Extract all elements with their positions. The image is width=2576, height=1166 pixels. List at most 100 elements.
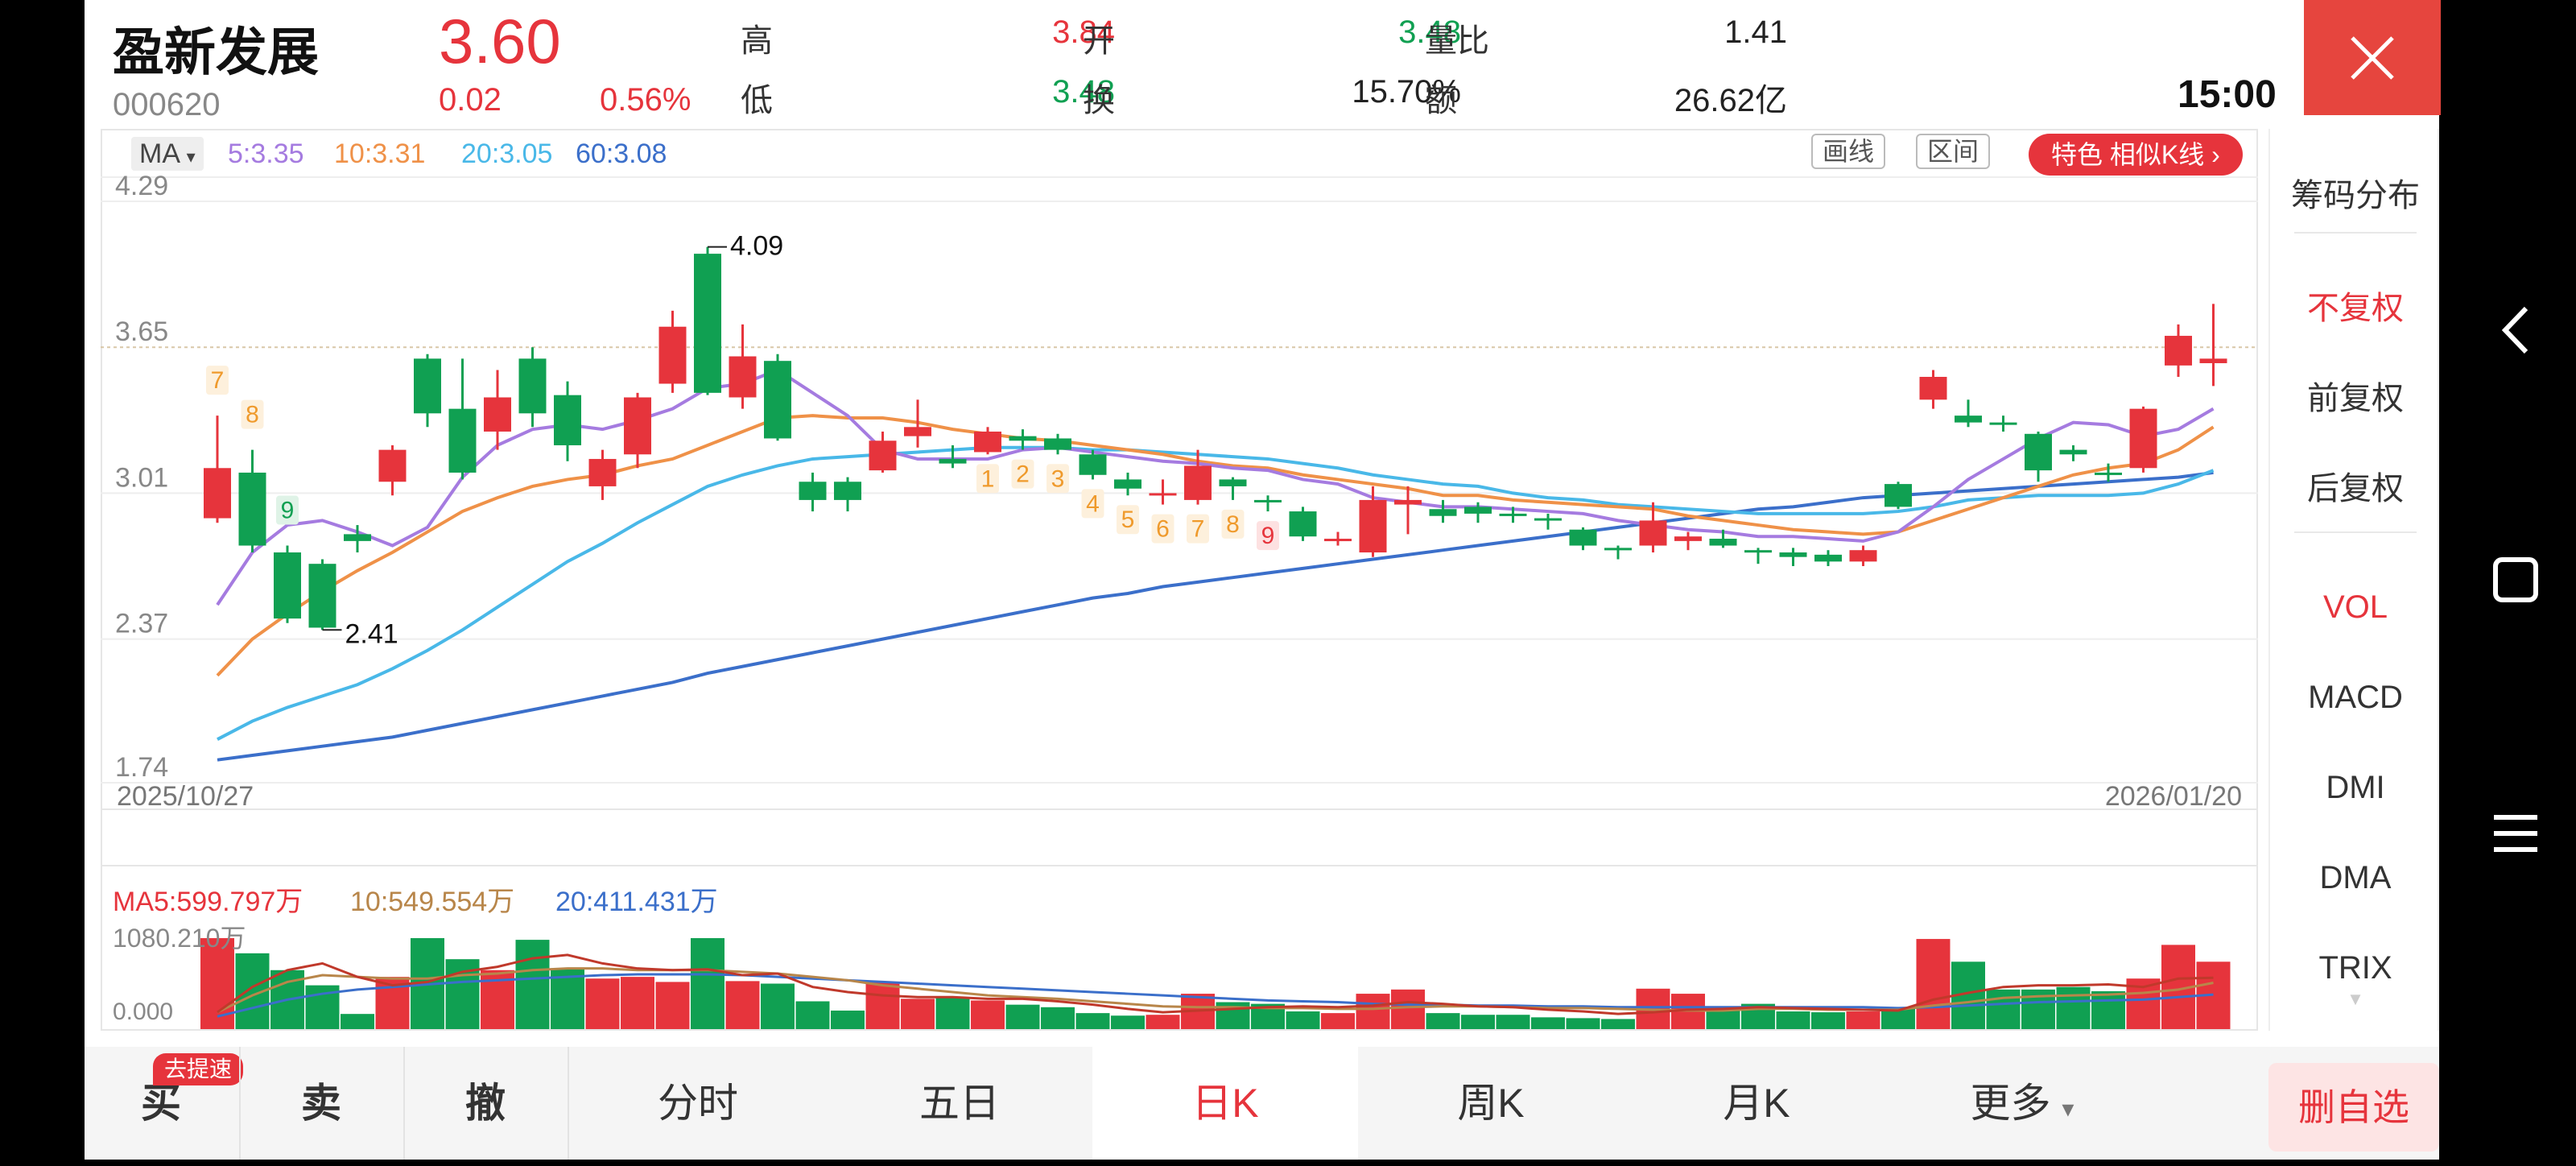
volume-bar [1777, 1011, 1810, 1029]
divider [2294, 531, 2417, 533]
candle-body [729, 357, 757, 398]
indicator-macd[interactable]: MACD [2270, 680, 2441, 716]
low-annotation: 2.41 [345, 618, 398, 649]
ma5-line [217, 370, 2214, 606]
td-label: 8 [246, 402, 259, 428]
x-end-label: 2026/01/20 [2105, 781, 2242, 812]
candle-body [484, 397, 511, 431]
candle-body [1324, 539, 1352, 541]
divider [2294, 232, 2417, 234]
candle-body [1394, 500, 1422, 505]
candles [204, 247, 2227, 631]
backward-adjust-option[interactable]: 后复权 [2270, 462, 2441, 509]
y-tick-label: 1.74 [115, 752, 168, 783]
tab-intraday[interactable]: 分时 [569, 1047, 827, 1160]
volume-bar [1076, 1013, 1110, 1029]
vol-ma20-label: 20:411.431万 [555, 879, 718, 919]
ma-lines [217, 370, 2214, 760]
candle-body [589, 459, 617, 486]
sell-button[interactable]: 卖 [241, 1047, 402, 1160]
volume-bar [1917, 939, 1951, 1029]
volume-bar [901, 999, 935, 1029]
volume-bar [831, 1011, 865, 1029]
speed-up-badge[interactable]: 去提速 [153, 1053, 243, 1085]
volume-bar [586, 978, 620, 1029]
candle-body [974, 432, 1001, 452]
volume-bar [1146, 1015, 1180, 1029]
td-label: 2 [1016, 461, 1030, 488]
indicator-vol[interactable]: VOL [2270, 589, 2441, 626]
candle-body [1114, 479, 1141, 488]
vol-ma10-label: 10:549.554万 [350, 879, 514, 919]
candle-body [939, 459, 967, 464]
candle-body [1710, 539, 1737, 545]
volume-bar [1567, 1018, 1600, 1029]
volume-bar [1707, 1009, 1740, 1029]
candle-body [379, 450, 407, 482]
candle-body [1850, 550, 1877, 561]
candle-body [1184, 465, 1212, 499]
candle-body [624, 397, 651, 454]
volume-chart [200, 938, 2231, 1029]
candle-body [414, 358, 441, 413]
candle-body [1254, 500, 1282, 502]
indicator-dma[interactable]: DMA [2270, 860, 2441, 896]
volume-bar [1111, 1015, 1145, 1029]
candle-body [799, 482, 827, 500]
back-nav-icon[interactable] [2479, 294, 2552, 366]
volume-bar [691, 938, 724, 1029]
candle-body [1955, 416, 1982, 422]
tab-five-day[interactable]: 五日 [827, 1047, 1092, 1160]
volume-bar [1286, 1011, 1320, 1029]
no-adjust-option[interactable]: 不复权 [2270, 282, 2441, 329]
candle-body [1814, 555, 1842, 561]
scroll-down-icon: ▼ [2270, 989, 2441, 1010]
candle-body [1604, 548, 1632, 550]
tab-weekly-k[interactable]: 周K [1358, 1047, 1624, 1160]
indicator-trix[interactable]: TRIX [2270, 950, 2441, 986]
candle-body [869, 440, 897, 470]
cancel-order-button[interactable]: 撤 [405, 1047, 566, 1160]
candle-body [554, 395, 581, 445]
chip-distribution-tab[interactable]: 筹码分布 [2270, 169, 2441, 216]
candle-body [1150, 493, 1177, 495]
candle-body [1500, 514, 1527, 516]
candle-body [834, 482, 861, 500]
vol-ma5-label: MA5:599.797万 [113, 879, 303, 919]
y-tick-label: 2.37 [115, 609, 168, 639]
candle-body [1044, 438, 1071, 449]
candle-body [1534, 519, 1562, 521]
candle-body [2025, 434, 2052, 470]
tab-more[interactable]: 更多 ▾ [1889, 1047, 2155, 1160]
td-label: 1 [981, 465, 995, 492]
candle-body [2165, 336, 2192, 366]
stock-detail-screen: 盈新发展 000620 3.60 0.02 0.56% 高 3.84 开 3.4… [85, 0, 2439, 1160]
recents-nav-icon[interactable] [2479, 797, 2552, 870]
buy-label: 买 [141, 1081, 181, 1126]
volume-bar [621, 977, 654, 1029]
volume-bar [2057, 987, 2091, 1029]
candle-body [1780, 552, 1807, 557]
volume-bar [726, 981, 760, 1029]
candle-body [764, 361, 791, 438]
volume-bar [656, 982, 690, 1029]
indicator-dmi[interactable]: DMI [2270, 770, 2441, 806]
td-label: 3 [1051, 465, 1065, 492]
candle-body [204, 468, 231, 518]
tab-monthly-k[interactable]: 月K [1624, 1047, 1889, 1160]
volume-bar [936, 997, 970, 1029]
home-nav-icon[interactable] [2479, 544, 2552, 616]
volume-bar [1811, 1012, 1845, 1029]
remove-favorite-button[interactable]: 删自选 [2268, 1063, 2439, 1152]
candle-body [1290, 511, 1317, 536]
y-tick-label: 3.65 [115, 316, 168, 347]
forward-adjust-option[interactable]: 前复权 [2270, 372, 2441, 419]
td-label: 4 [1086, 490, 1100, 517]
candle-body [2095, 473, 2122, 475]
bottom-bar: 买 去提速 卖 撤 分时 五日 日K 周K 月K 更多 ▾ [85, 1047, 2439, 1160]
high-annotation: 4.09 [730, 231, 783, 262]
candle-body [449, 409, 477, 473]
candle-body [1360, 500, 1387, 552]
tab-daily-k[interactable]: 日K [1092, 1047, 1358, 1160]
